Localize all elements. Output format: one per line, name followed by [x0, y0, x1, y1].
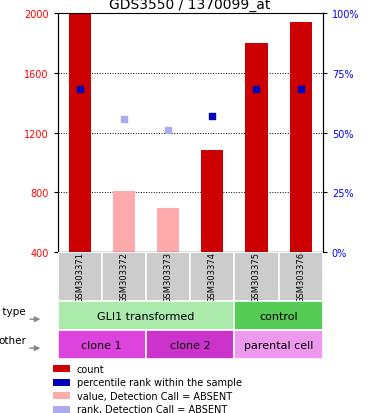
Point — [77, 87, 83, 93]
Bar — [157, 209, 179, 252]
Bar — [234, 301, 323, 330]
Text: clone 2: clone 2 — [170, 340, 210, 350]
Bar — [53, 379, 70, 386]
Text: GSM303373: GSM303373 — [164, 251, 173, 302]
Bar — [58, 330, 146, 359]
Bar — [245, 44, 267, 252]
Point — [165, 128, 171, 134]
Bar — [53, 406, 70, 413]
Text: percentile rank within the sample: percentile rank within the sample — [77, 377, 242, 387]
Bar — [146, 330, 234, 359]
Bar — [53, 392, 70, 399]
Point — [253, 87, 259, 93]
Bar — [290, 24, 312, 252]
Text: GSM303374: GSM303374 — [208, 251, 217, 302]
Bar — [190, 252, 234, 301]
Title: GDS3550 / 1370099_at: GDS3550 / 1370099_at — [109, 0, 271, 12]
Text: count: count — [77, 364, 104, 374]
Text: GSM303375: GSM303375 — [252, 251, 261, 302]
Text: parental cell: parental cell — [244, 340, 313, 350]
Bar — [201, 151, 223, 252]
Bar — [53, 366, 70, 373]
Bar — [279, 252, 323, 301]
Bar — [58, 301, 234, 330]
Text: value, Detection Call = ABSENT: value, Detection Call = ABSENT — [77, 391, 232, 401]
Text: other: other — [0, 335, 26, 346]
Text: control: control — [259, 311, 298, 321]
Bar — [234, 252, 279, 301]
Bar — [234, 330, 323, 359]
Bar — [69, 14, 91, 252]
Text: clone 1: clone 1 — [82, 340, 122, 350]
Text: cell type: cell type — [0, 306, 26, 317]
Bar — [146, 252, 190, 301]
Text: GLI1 transformed: GLI1 transformed — [97, 311, 195, 321]
Point — [298, 87, 303, 93]
Point — [121, 116, 127, 123]
Bar — [113, 191, 135, 252]
Point — [209, 114, 215, 120]
Text: rank, Detection Call = ABSENT: rank, Detection Call = ABSENT — [77, 404, 227, 413]
Bar — [102, 252, 146, 301]
Text: GSM303372: GSM303372 — [119, 251, 128, 302]
Text: GSM303376: GSM303376 — [296, 251, 305, 302]
Text: GSM303371: GSM303371 — [75, 251, 84, 302]
Bar — [58, 252, 102, 301]
